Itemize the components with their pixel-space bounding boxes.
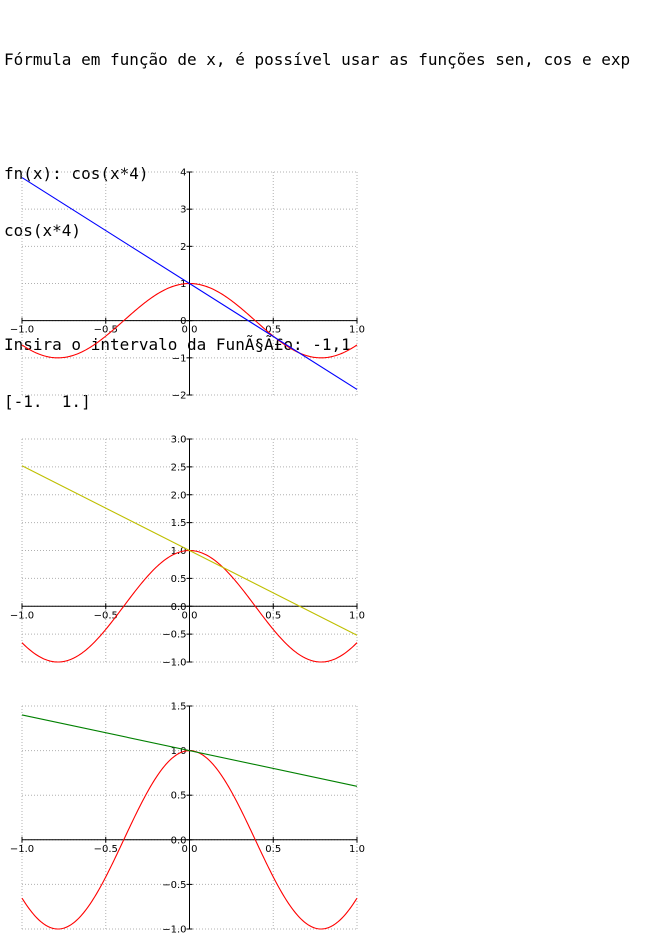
tangent-line: [21, 177, 358, 390]
y-tick-label: 0.5: [171, 791, 187, 802]
y-tick-label: 0.0: [171, 602, 187, 613]
console-interval-echo-line: [-1. 1.]: [4, 392, 91, 411]
x-tick-label: 0.5: [265, 844, 281, 855]
y-tick-label: 3.0: [171, 435, 187, 446]
plot-3: −1.0 −0.5 0.0 0.5 1.0 −1.0 −0.5 0.0 0.5 1.0 1.5: [10, 702, 365, 936]
console-output: Fórmula em função de x, é possível usar …: [4, 12, 630, 430]
x-tick-label: 0.0: [182, 610, 198, 621]
x-tick-label: 1.0: [349, 325, 365, 336]
y-tick-label: 1.5: [171, 518, 187, 529]
x-tick-label: −0.5: [94, 610, 118, 621]
x-tick-label: −1.0: [10, 610, 34, 621]
y-tick-label: 1.0: [171, 546, 187, 557]
console-interval-prompt-line: Insira o intervalo da FunÃ§Ã£o: -1,1: [4, 335, 351, 354]
console-fn-echo-line: cos(x*4): [4, 221, 82, 240]
y-tick-label: 1.0: [171, 746, 187, 757]
y-tick-label: 2.5: [171, 462, 187, 473]
y-tick-label: 0.0: [171, 835, 187, 846]
console-header-line: Fórmula em função de x, é possível usar …: [4, 50, 631, 69]
x-tick-label: 1.0: [349, 844, 365, 855]
x-tick-label: −0.5: [94, 325, 118, 336]
console-fn-prompt-line: fn(x): cos(x*4): [4, 164, 149, 183]
x-tick-label: −1.0: [10, 844, 34, 855]
y-tick-label: 0.5: [171, 574, 187, 585]
x-tick-label: 1.0: [349, 610, 365, 621]
y-tick-label: 1.5: [171, 702, 187, 713]
x-tick-label: −1.0: [10, 325, 34, 336]
y-tick-label: −1: [172, 353, 187, 364]
tangent-line: [21, 714, 358, 787]
x-tick-label: 0.0: [182, 325, 198, 336]
plot-1: −1.0 −0.5 0.0 0.5 1.0 −2 −1 0 1 2 3 4: [10, 168, 365, 402]
y-tick-label: 3: [180, 205, 186, 216]
y-tick-label: −0.5: [162, 630, 186, 641]
y-tick-label: 0: [180, 316, 186, 327]
y-tick-label: −2: [172, 391, 187, 402]
y-tick-label: 4: [180, 168, 186, 179]
x-tick-label: 0.5: [265, 325, 281, 336]
y-tick-label: 2.0: [171, 490, 187, 501]
x-tick-label: −0.5: [94, 844, 118, 855]
console-blank-line: [4, 107, 630, 126]
y-tick-label: −1.0: [162, 658, 186, 669]
y-tick-label: 2: [180, 242, 186, 253]
plot-2: −1.0 −0.5 0.0 0.5 1.0 −1.0 −0.5 0.0 0.5 1.0 1.5 2.0…: [10, 435, 365, 669]
y-tick-label: −1.0: [162, 925, 186, 936]
y-tick-label: −0.5: [162, 880, 186, 891]
x-tick-label: 0.0: [182, 844, 198, 855]
y-tick-label: 1: [180, 279, 186, 290]
tangent-line: [21, 465, 358, 636]
x-tick-label: 0.5: [265, 610, 281, 621]
